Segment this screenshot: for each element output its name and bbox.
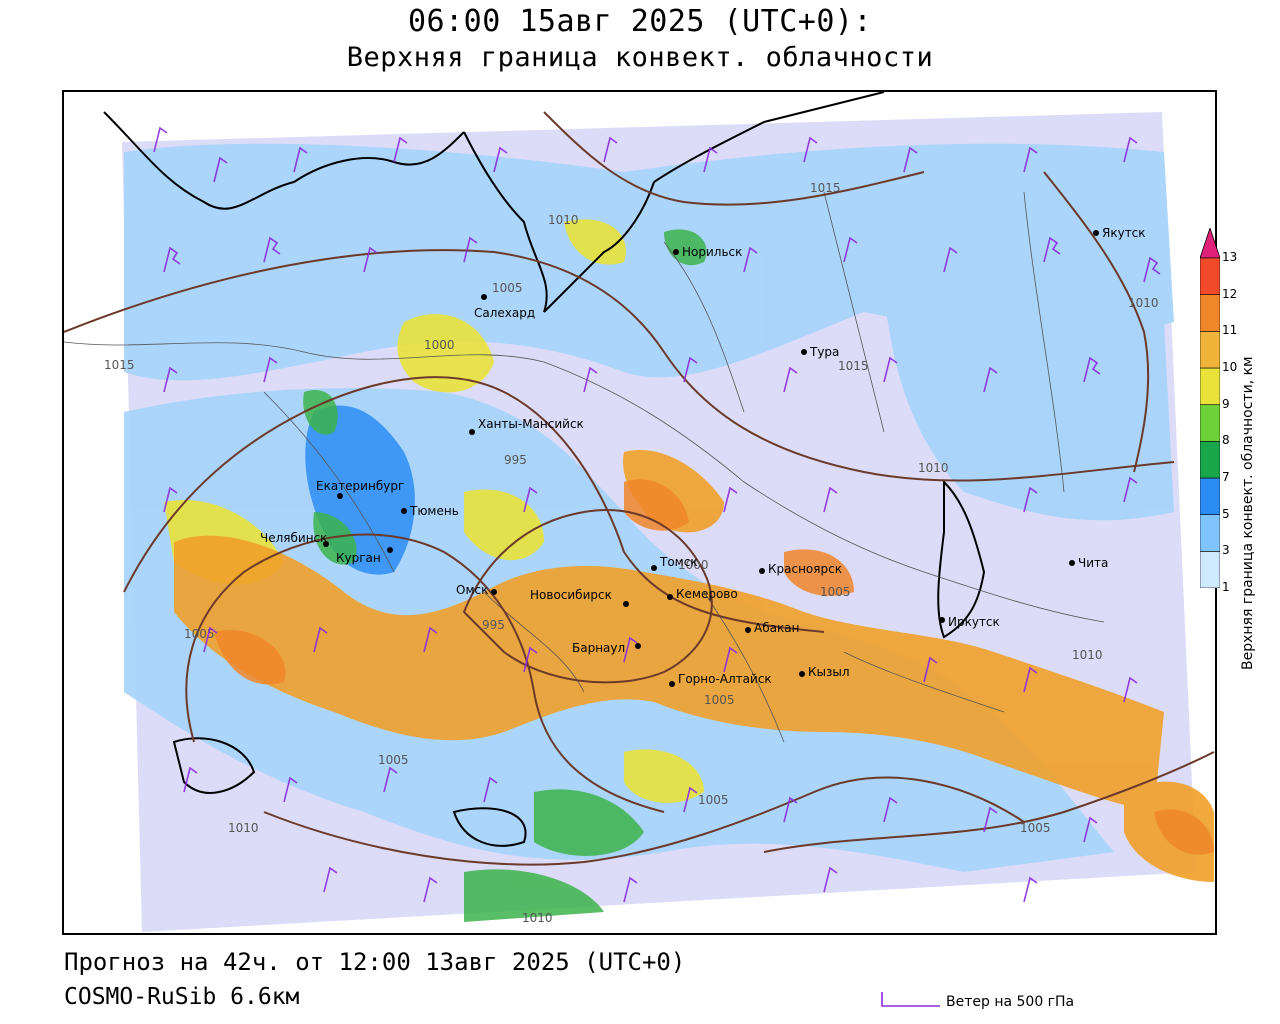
isobar-label: 995 <box>504 453 527 467</box>
colorbar-segment <box>1200 331 1220 369</box>
colorbar-tick-label: 8 <box>1222 433 1230 448</box>
city-label: Томск <box>659 555 698 569</box>
city-label: Курган <box>336 551 381 565</box>
isobar-label: 1010 <box>548 213 579 227</box>
city-label: Абакан <box>754 621 799 635</box>
city-label: Челябинск <box>260 531 327 545</box>
city-label: Чита <box>1078 556 1108 570</box>
colorbar-tick-label: 11 <box>1222 323 1238 338</box>
city-dot <box>491 589 497 595</box>
city-label: Кемерово <box>676 587 738 601</box>
city-dot <box>939 617 945 623</box>
city-dot <box>667 594 673 600</box>
city-label: Салехард <box>474 306 535 320</box>
colorbar-tick-label: 10 <box>1222 360 1238 374</box>
colorbar-tick-label: 5 <box>1222 506 1230 521</box>
city-label: Барнаул <box>572 641 625 655</box>
city-dot <box>323 541 329 547</box>
city-dot <box>673 249 679 255</box>
city-label: Екатеринбург <box>316 479 404 493</box>
city-dot <box>469 429 475 435</box>
forecast-map: 1015 1010 1005 1000 995 1015 1015 1010 1… <box>62 90 1217 935</box>
model-name: COSMO-RuSib 6.6км <box>64 984 300 1010</box>
city-label: Иркутск <box>948 615 1000 629</box>
city-label: Тура <box>809 345 839 359</box>
isobar-label: 995 <box>482 618 505 632</box>
colorbar-segment <box>1200 404 1220 442</box>
city-dot <box>401 508 407 514</box>
colorbar-tick-label: 9 <box>1222 396 1230 411</box>
map-subtitle: Верхняя граница конвект. облачности <box>346 42 934 73</box>
colorbar-segment <box>1200 551 1220 588</box>
city-label: Новосибирск <box>530 588 612 602</box>
colorbar-segment <box>1200 441 1220 479</box>
isobar-label: 1010 <box>228 821 259 835</box>
city-label: Якутск <box>1102 226 1146 240</box>
city-dot <box>799 671 805 677</box>
city-dot <box>635 643 641 649</box>
isobar-label: 1000 <box>424 338 455 352</box>
map-canvas: 1015 1010 1005 1000 995 1015 1015 1010 1… <box>64 92 1215 932</box>
colorbar-title: Верхняя граница конвект. облачности, км <box>1240 230 1264 670</box>
city-label: Ханты-Мансийск <box>478 417 584 431</box>
coastline <box>103 92 986 847</box>
colorbar-segment <box>1200 257 1220 295</box>
city-label: Омск <box>456 583 488 597</box>
isobar-label: 1010 <box>1072 648 1103 662</box>
wind-barbs <box>153 126 1161 903</box>
region-borders <box>64 191 1105 743</box>
city-label: Красноярск <box>768 562 842 576</box>
city-label: Кызыл <box>808 665 850 679</box>
map-title: 06:00 15авг 2025 (UTC+0): <box>407 4 873 39</box>
isobar-label: 1000 <box>678 558 709 572</box>
city-dot <box>387 547 393 553</box>
isobar-labels: 1015 1010 1005 1000 995 1015 1015 1010 1… <box>104 181 1159 925</box>
city-dot <box>1069 560 1075 566</box>
colorbar-tick-label: 12 <box>1222 286 1238 301</box>
city-label: Горно-Алтайск <box>678 672 772 686</box>
isobar-label: 1005 <box>698 793 729 807</box>
wind-legend-label: Ветер на 500 гПа <box>946 994 1075 1010</box>
cloud-layer-dark-orange <box>214 479 1214 855</box>
forecast-info: Прогноз на 42ч. от 12:00 13авг 2025 (UTC… <box>64 948 686 976</box>
isobar-label: 1005 <box>820 585 851 599</box>
isobar-label: 1015 <box>104 358 135 372</box>
city-dot <box>669 681 675 687</box>
city-dot <box>623 601 629 607</box>
isobar-label: 1005 <box>1020 821 1051 835</box>
wind-barb-icon <box>881 992 940 1007</box>
isobar-label: 1005 <box>704 693 735 707</box>
city-dot <box>481 294 487 300</box>
isobar-label: 1010 <box>522 911 553 925</box>
city-dot <box>745 627 751 633</box>
colorbar-tick-label: 13 <box>1222 250 1238 264</box>
isobar-label: 1010 <box>918 461 949 475</box>
isobar-label: 1015 <box>810 181 841 195</box>
colorbar-tick-label: 7 <box>1222 470 1230 484</box>
isobar-label: 1015 <box>838 359 869 373</box>
isobars <box>64 111 1215 866</box>
colorbar-segment <box>1200 294 1220 332</box>
city-markers: Норильск Якутск Салехард Тура Ханты-Манс… <box>260 226 1146 687</box>
colorbar-segment <box>1200 367 1220 405</box>
isobar-label: 1005 <box>378 753 409 767</box>
colorbar-segment <box>1200 514 1220 552</box>
colorbar-title-text: Верхняя граница конвект. облачности, км <box>1240 356 1256 670</box>
cloud-layer-green <box>303 229 707 922</box>
colorbar-segment <box>1200 477 1220 515</box>
colorbar-cap <box>1200 228 1220 259</box>
colorbar-tick-label: 1 <box>1222 580 1230 594</box>
city-label: Тюмень <box>409 504 459 518</box>
city-dot <box>651 565 657 571</box>
city-label: Норильск <box>682 245 742 259</box>
city-dot <box>1093 230 1099 236</box>
colorbar-tick-label: 3 <box>1222 543 1230 558</box>
isobar-label: 1010 <box>1128 296 1159 310</box>
city-dot <box>337 493 343 499</box>
isobar-label: 1005 <box>492 281 523 295</box>
colorbar <box>1200 228 1220 588</box>
wind-legend: Ветер на 500 гПа <box>878 988 1138 1016</box>
city-dot <box>759 568 765 574</box>
city-dot <box>801 349 807 355</box>
